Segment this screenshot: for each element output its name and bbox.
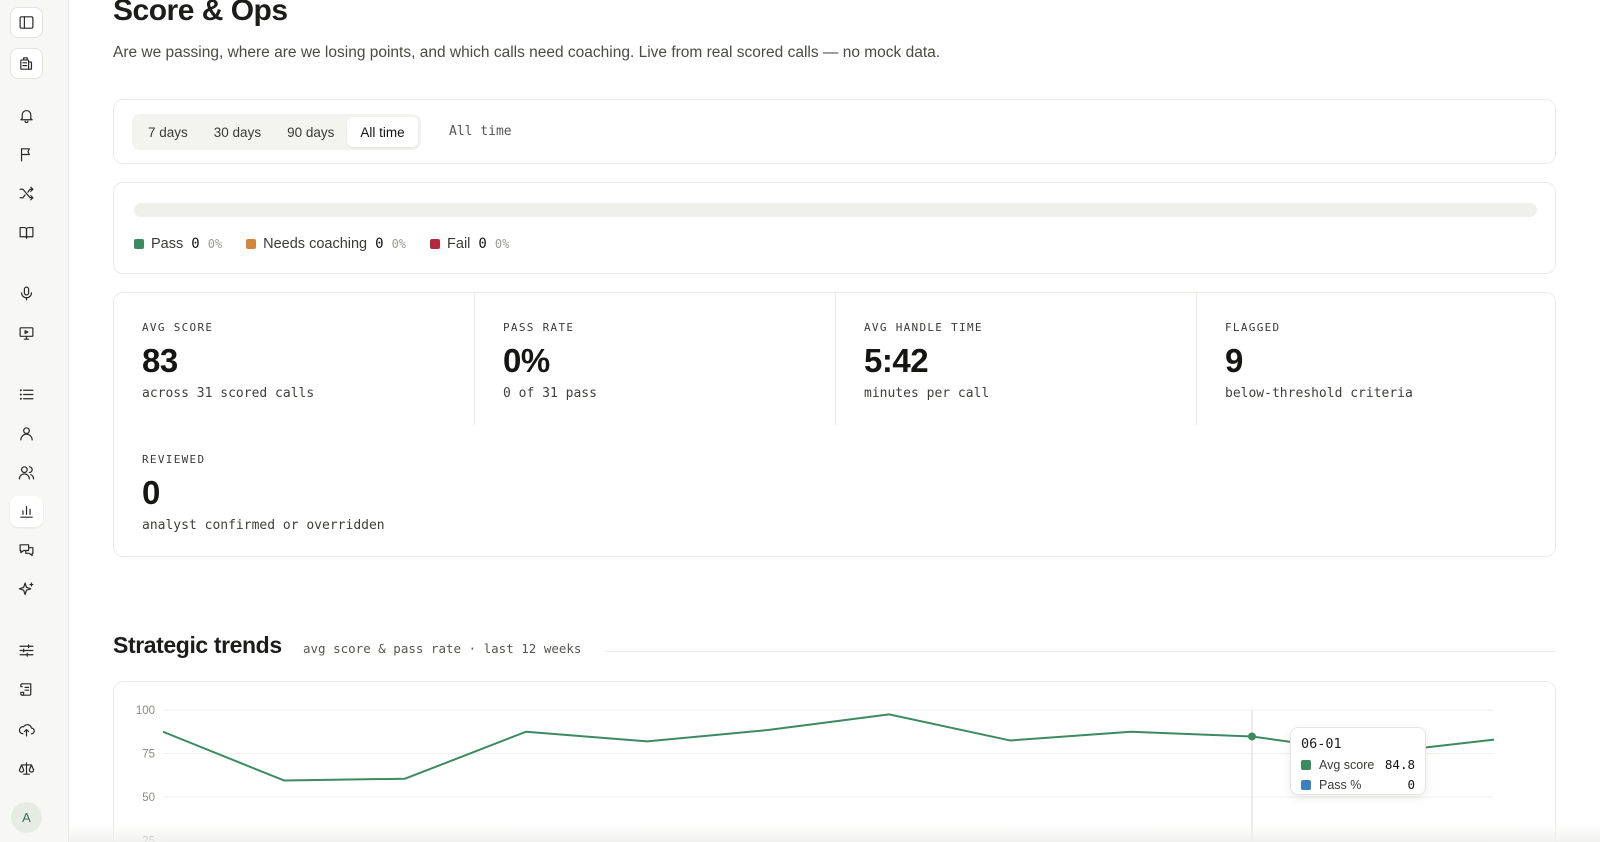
distribution-legend: Pass 0 0% Needs coaching 0 0% Fail 0 0% bbox=[134, 236, 533, 252]
kpi-label: AVG SCORE bbox=[142, 321, 214, 334]
cloud-upload-icon[interactable] bbox=[10, 714, 43, 745]
tooltip-row-value: 0 bbox=[1407, 777, 1415, 792]
legend-pass: Pass 0 0% bbox=[134, 236, 222, 252]
user-icon[interactable] bbox=[10, 418, 43, 449]
chart-tooltip: 06-01 Avg score 84.8 Pass % 0 bbox=[1290, 727, 1426, 795]
tooltip-row-label: Pass % bbox=[1319, 777, 1362, 792]
pass-count: 0 bbox=[191, 236, 200, 252]
sidebar: A bbox=[0, 0, 69, 842]
trends-title: Strategic trends bbox=[113, 632, 282, 658]
kpi-label: FLAGGED bbox=[1225, 321, 1281, 334]
scale-icon[interactable] bbox=[10, 753, 43, 784]
trends-divider bbox=[605, 651, 1556, 652]
tooltip-row-value: 84.8 bbox=[1384, 757, 1415, 772]
trends-subtitle: avg score & pass rate · last 12 weeks bbox=[303, 641, 582, 656]
flag-icon[interactable] bbox=[10, 139, 43, 170]
avatar[interactable]: A bbox=[11, 802, 42, 833]
score-distribution-card: Pass 0 0% Needs coaching 0 0% Fail 0 0% bbox=[113, 182, 1556, 274]
range-30-days-button[interactable]: 30 days bbox=[213, 124, 262, 140]
sliders-icon[interactable] bbox=[10, 635, 43, 666]
tooltip-row-avg-score: Avg score 84.8 bbox=[1301, 757, 1415, 772]
y-tick-label: 50 bbox=[142, 792, 155, 804]
needs-coaching-swatch bbox=[246, 239, 257, 249]
kpi-label: REVIEWED bbox=[142, 453, 206, 466]
tooltip-row-label: Avg score bbox=[1319, 757, 1375, 772]
bar-chart-icon[interactable] bbox=[10, 496, 43, 527]
shuffle-icon[interactable] bbox=[10, 178, 43, 209]
legend-fail: Fail 0 0% bbox=[430, 236, 509, 252]
kpi-avg-handle-time: AVG HANDLE TIME 5:42 minutes per call bbox=[836, 293, 1197, 425]
presentation-icon[interactable] bbox=[10, 318, 43, 349]
page-title: Score & Ops bbox=[113, 0, 288, 27]
panel-toggle-icon[interactable] bbox=[10, 7, 43, 38]
time-range-card: 7 days 30 days 90 days All time All time bbox=[113, 99, 1556, 164]
kpi-avg-score: AVG SCORE 83 across 31 scored calls bbox=[114, 293, 475, 425]
bell-icon[interactable] bbox=[10, 100, 43, 131]
range-90-days-button[interactable]: 90 days bbox=[287, 124, 335, 140]
avatar-initial: A bbox=[22, 810, 31, 825]
trends-header: Strategic trends avg score & pass rate ·… bbox=[113, 632, 1556, 662]
kpi-card: AVG SCORE 83 across 31 scored calls PASS… bbox=[113, 292, 1556, 557]
kpi-sub: across 31 scored calls bbox=[142, 386, 315, 401]
tooltip-date: 06-01 bbox=[1301, 736, 1342, 752]
kpi-pass-rate: PASS RATE 0% 0 of 31 pass bbox=[475, 293, 836, 425]
microphone-icon[interactable] bbox=[10, 278, 43, 309]
kpi-sub: below-threshold criteria bbox=[1225, 386, 1413, 401]
y-tick-label: 75 bbox=[142, 749, 155, 761]
fail-label: Fail bbox=[447, 236, 471, 252]
kpi-sub: 0 of 31 pass bbox=[503, 386, 597, 401]
fail-percent: 0% bbox=[494, 237, 510, 251]
building-icon[interactable] bbox=[10, 48, 43, 79]
avg-score-line bbox=[162, 713, 1495, 782]
range-all-time-button[interactable]: All time bbox=[347, 117, 418, 147]
bottom-fade bbox=[69, 824, 1600, 842]
kpi-value: 5:42 bbox=[864, 342, 929, 379]
fail-swatch bbox=[430, 239, 441, 249]
distribution-bar bbox=[134, 203, 1537, 217]
list-icon[interactable] bbox=[10, 379, 43, 410]
needs-coaching-percent: 0% bbox=[391, 237, 407, 251]
pass-pct-swatch bbox=[1301, 779, 1311, 790]
needs-coaching-count: 0 bbox=[375, 236, 384, 252]
book-icon[interactable] bbox=[10, 217, 43, 248]
sparkles-icon[interactable] bbox=[10, 574, 43, 605]
needs-coaching-label: Needs coaching bbox=[263, 236, 368, 252]
page-subtitle: Are we passing, where are we losing poin… bbox=[113, 44, 941, 61]
users-icon[interactable] bbox=[10, 457, 43, 488]
kpi-value: 9 bbox=[1225, 342, 1243, 379]
y-tick-label: 100 bbox=[136, 705, 155, 717]
avg-score-swatch bbox=[1301, 759, 1311, 770]
tooltip-row-pass-pct: Pass % 0 bbox=[1301, 777, 1415, 792]
fail-count: 0 bbox=[478, 236, 487, 252]
pass-swatch bbox=[134, 239, 144, 249]
kpi-value: 83 bbox=[142, 342, 178, 379]
hovered-point bbox=[1248, 732, 1256, 741]
messages-icon[interactable] bbox=[10, 535, 43, 566]
kpi-reviewed: REVIEWED 0 analyst confirmed or overridd… bbox=[114, 425, 614, 556]
time-range-selector: 7 days 30 days 90 days All time bbox=[132, 114, 421, 150]
kpi-sub: analyst confirmed or overridden bbox=[142, 518, 385, 533]
kpi-value: 0 bbox=[142, 474, 160, 511]
legend-needs-coaching: Needs coaching 0 0% bbox=[246, 236, 406, 252]
kpi-value: 0% bbox=[503, 342, 550, 379]
range-7-days-button[interactable]: 7 days bbox=[148, 124, 188, 140]
pass-percent: 0% bbox=[207, 237, 223, 251]
kpi-flagged: FLAGGED 9 below-threshold criteria bbox=[1197, 293, 1555, 425]
kpi-label: PASS RATE bbox=[503, 321, 575, 334]
pass-label: Pass bbox=[151, 236, 184, 252]
selected-range-label: All time bbox=[449, 124, 512, 139]
scroll-icon[interactable] bbox=[10, 674, 43, 705]
kpi-label: AVG HANDLE TIME bbox=[864, 321, 983, 334]
kpi-sub: minutes per call bbox=[864, 386, 990, 401]
